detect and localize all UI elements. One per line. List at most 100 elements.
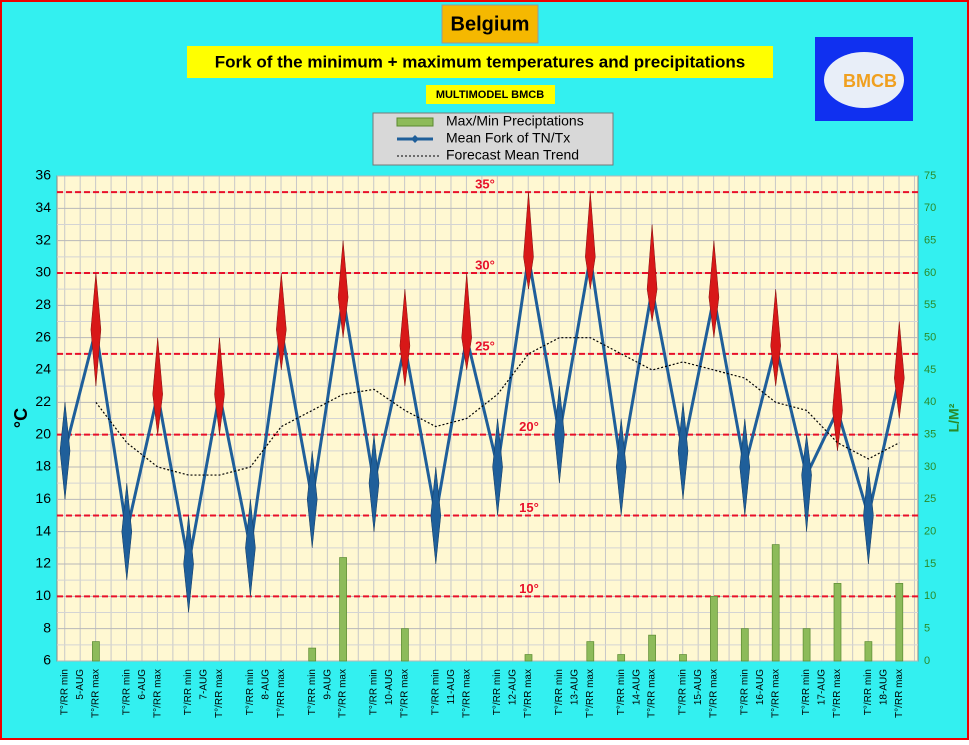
mean-fork-line: [63, 256, 901, 565]
x-tick-label: T°/RR min: [121, 669, 132, 715]
y-tick-label: 12: [35, 555, 51, 571]
date-label: 10-AUG: [384, 669, 395, 705]
fork-diamond: [59, 402, 71, 500]
legend-label: Mean Fork of TN/Tx: [446, 130, 570, 146]
precip-bar: [802, 628, 811, 662]
y-tick-label: 28: [35, 296, 51, 312]
model-label: MULTIMODEL BMCB: [436, 89, 544, 101]
x-tick-label: T°/RR max: [585, 669, 596, 718]
reference-label: 30°: [475, 257, 495, 272]
fork-diamond: [368, 434, 380, 532]
y2-tick-label: 0: [924, 655, 930, 667]
date-label: 6-AUG: [137, 669, 148, 700]
reference-label: 10°: [519, 581, 539, 596]
y-tick-label: 26: [35, 328, 51, 344]
precip-bar: [679, 654, 687, 662]
date-label: 17-AUG: [817, 669, 828, 705]
fork-diamond: [894, 321, 905, 419]
legend-swatch-marker: [411, 135, 419, 143]
fork-diamond: [245, 499, 256, 597]
fork-diamond: [832, 353, 843, 451]
date-label: 13-AUG: [569, 669, 580, 705]
precip-bar: [833, 583, 842, 662]
legend-swatch: [396, 117, 434, 127]
fork-diamond: [801, 434, 812, 532]
precip-bar: [92, 641, 100, 662]
y2-tick-label: 20: [924, 526, 936, 538]
x-tick-label: T°/RR max: [709, 669, 720, 718]
y-tick-label: 36: [35, 167, 51, 183]
date-label: 15-AUG: [693, 669, 704, 705]
y-tick-label: 16: [35, 490, 51, 506]
precip-bar: [401, 628, 409, 662]
logo-map: [824, 52, 904, 108]
y-tick-label: 24: [35, 361, 51, 377]
legend-label: Max/Min Preciptations: [446, 113, 584, 129]
title-box: [441, 4, 539, 44]
x-tick-label: T°/RR min: [430, 669, 441, 715]
chart-title: Belgium: [451, 13, 530, 35]
y2-tick-label: 65: [924, 235, 936, 247]
subtitle-box: [187, 46, 773, 78]
trend-line: [95, 337, 900, 476]
fork-diamond: [337, 240, 349, 338]
x-tick-label: T°/RR max: [214, 669, 225, 718]
fork-diamond: [430, 466, 442, 565]
fork-diamond: [183, 515, 194, 613]
x-tick-label: T°/RR max: [770, 669, 781, 718]
x-tick-label: T°/RR min: [554, 669, 565, 715]
precip-bar: [339, 557, 347, 662]
y-axis-label: °C: [11, 408, 31, 428]
precip-bar: [710, 595, 718, 662]
date-label: 8-AUG: [260, 669, 271, 700]
fork-diamond: [615, 418, 627, 516]
y2-axis-label: L/M²: [946, 403, 962, 432]
y2-tick-label: 45: [924, 364, 936, 376]
y-tick-label: 6: [43, 652, 51, 668]
x-tick-label: T°/RR max: [276, 669, 287, 718]
x-tick-label: T°/RR min: [801, 669, 812, 715]
fork-diamond: [152, 337, 163, 435]
x-tick-label: T°/RR min: [678, 669, 689, 715]
x-tick-label: T°/RR max: [91, 669, 102, 718]
precip-bar: [524, 654, 533, 662]
fork-diamond: [121, 483, 133, 581]
y-tick-label: 10: [35, 587, 51, 603]
y-tick-label: 22: [35, 393, 51, 409]
precip-bar: [617, 654, 626, 662]
subtitle: Fork of the minimum + maximum temperatur…: [215, 52, 745, 71]
x-tick-label: T°/RR max: [832, 669, 843, 718]
fork-diamond: [708, 240, 720, 338]
fork-diamond: [399, 289, 411, 387]
x-tick-label: T°/RR max: [894, 669, 905, 718]
date-label: 7-AUG: [199, 669, 210, 700]
precip-bar: [895, 583, 904, 662]
reference-label: 15°: [519, 500, 539, 515]
fork-diamond: [461, 272, 472, 371]
x-tick-label: T°/RR min: [307, 669, 318, 715]
y-tick-label: 14: [35, 522, 51, 538]
y-tick-label: 20: [35, 425, 51, 441]
y-tick-label: 8: [43, 619, 51, 635]
y2-tick-label: 40: [924, 396, 936, 408]
fork-diamond: [585, 192, 596, 290]
fork-diamond: [554, 386, 565, 484]
fork-diamond: [863, 466, 874, 565]
y2-tick-label: 10: [924, 590, 936, 602]
x-tick-label: T°/RR max: [461, 669, 472, 718]
date-label: 14-AUG: [631, 669, 642, 705]
y2-tick-label: 55: [924, 299, 936, 311]
y2-tick-label: 60: [924, 267, 936, 279]
reference-label: 35°: [475, 177, 495, 192]
x-tick-label: T°/RR min: [60, 669, 71, 715]
x-tick-label: T°/RR min: [739, 669, 750, 715]
x-tick-label: T°/RR max: [338, 669, 349, 718]
fork-diamond: [492, 418, 503, 516]
x-tick-label: T°/RR max: [400, 669, 411, 718]
precip-bar: [740, 628, 749, 662]
date-label: 18-AUG: [878, 669, 889, 705]
fork-diamond: [214, 337, 225, 435]
date-label: 5-AUG: [75, 669, 86, 700]
date-label: 16-AUG: [755, 669, 766, 705]
precip-bar: [864, 641, 873, 662]
